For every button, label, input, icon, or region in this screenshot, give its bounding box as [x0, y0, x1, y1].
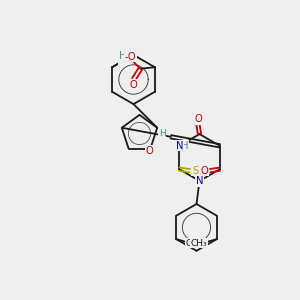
Text: H: H — [181, 141, 188, 151]
Text: -O: -O — [125, 52, 136, 62]
Text: O: O — [201, 166, 208, 176]
Text: CH₃: CH₃ — [191, 239, 207, 248]
Text: H: H — [119, 51, 127, 61]
Text: Cl: Cl — [119, 54, 129, 64]
Text: O: O — [129, 80, 137, 90]
Text: O: O — [146, 146, 153, 156]
Text: H: H — [159, 129, 166, 138]
Text: O: O — [194, 114, 202, 124]
Text: S: S — [192, 166, 198, 176]
Text: CH₃: CH₃ — [186, 239, 202, 248]
Text: N: N — [176, 141, 184, 151]
Text: N: N — [196, 176, 203, 187]
